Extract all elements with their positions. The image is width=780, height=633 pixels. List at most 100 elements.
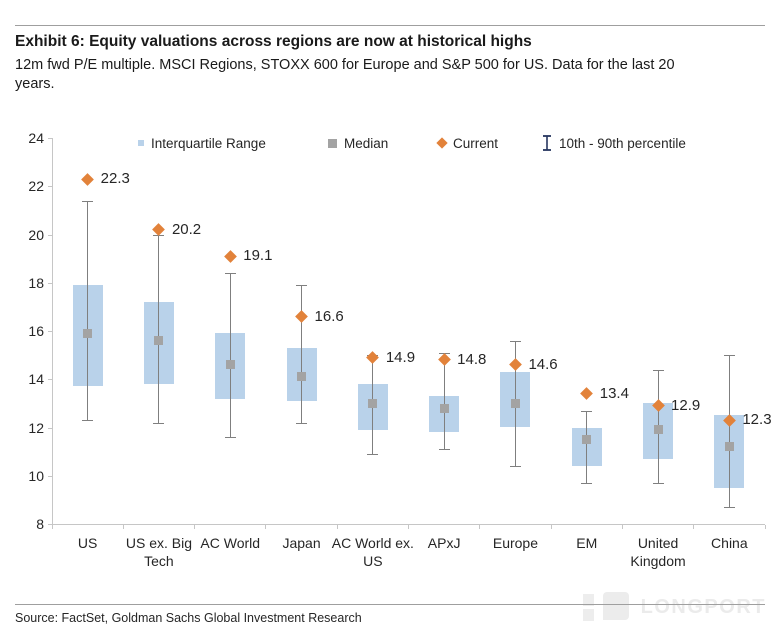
whisker-cap-top [509, 340, 521, 342]
whisker-cap-bottom [509, 466, 521, 468]
y-axis-tick [48, 282, 52, 284]
legend-label-iqr: Interquartile Range [151, 135, 266, 151]
whisker-line [728, 355, 730, 508]
whisker-cap-bottom [224, 437, 236, 439]
y-tick-label: 24 [28, 130, 44, 146]
legend-item-iqr: Interquartile Range [138, 134, 266, 152]
median-marker [297, 372, 307, 382]
current-marker [437, 353, 451, 367]
x-axis-tick [194, 525, 196, 529]
whisker-cap-top [438, 352, 450, 354]
x-category-label: AC World [200, 535, 261, 551]
current-value-label: 14.6 [528, 355, 558, 373]
median-marker [510, 398, 520, 408]
whisker-cap-bottom [652, 482, 664, 484]
x-category-label: China [711, 535, 748, 551]
watermark: LONGPORT [582, 590, 766, 624]
y-tick-label: 12 [28, 419, 44, 436]
current-value-label: 16.6 [314, 307, 344, 325]
current-marker [223, 249, 237, 263]
source-note: Source: FactSet, Goldman Sachs Global In… [15, 611, 362, 625]
legend-label-median: Median [344, 135, 389, 151]
current-value-label: 19.1 [243, 247, 273, 265]
current-marker [81, 172, 95, 186]
chart-title: Exhibit 6: Equity valuations across regi… [15, 33, 532, 50]
watermark-text: LONGPORT [640, 595, 766, 618]
whisker-line [443, 352, 445, 450]
x-category-label: EM [576, 535, 598, 551]
x-axis-tick [764, 525, 766, 529]
y-axis-tick [48, 138, 52, 139]
legend-item-percentile: 10th - 90th percentile [542, 134, 686, 152]
x-category-label: US ex. Big Tech [125, 535, 192, 570]
whisker-line [586, 410, 588, 483]
x-axis-tick [693, 525, 695, 529]
bottom-divider [15, 604, 765, 605]
whisker-cap-bottom [153, 422, 165, 424]
whisker-cap-top [652, 369, 664, 371]
whisker-range-icon [543, 135, 551, 151]
current-value-label: 14.9 [385, 348, 416, 366]
current-value-label: 12.9 [671, 396, 701, 414]
legend-label-current: Current [453, 135, 499, 151]
y-axis-tick [48, 234, 52, 236]
y-axis-tick [48, 475, 52, 477]
whisker-cap-bottom [438, 449, 450, 451]
median-marker [154, 336, 164, 346]
x-category-label: US [77, 535, 98, 551]
x-axis-tick [265, 525, 267, 529]
y-axis-tick [48, 427, 52, 429]
median-marker [724, 442, 734, 452]
y-tick-label: 18 [28, 274, 44, 291]
current-marker [295, 310, 308, 323]
whisker-line [87, 200, 89, 421]
x-category-label: Europe [492, 535, 539, 551]
boxplot-plot-area: 24 22 20 18 16 14 12 10 8 22.3 US 20.2 US ex. Big Te… [28, 130, 771, 569]
x-axis-tick [122, 525, 124, 529]
median-marker [653, 425, 663, 435]
y-tick-label: 20 [28, 226, 44, 243]
x-axis-tick [550, 525, 552, 529]
whisker-cap-bottom [296, 422, 308, 424]
x-category-label: Japan [282, 535, 321, 551]
whisker-cap-bottom [82, 420, 94, 422]
current-value-label: 13.4 [599, 384, 629, 402]
median-marker [225, 360, 235, 370]
y-axis-tick [48, 524, 52, 525]
y-tick-label: 10 [28, 467, 44, 484]
legend-item-current: Current [436, 134, 499, 152]
x-axis-tick [336, 525, 338, 529]
x-axis-tick [408, 525, 409, 529]
current-value-label: 22.3 [100, 170, 130, 187]
current-value-label: 14.8 [457, 350, 487, 368]
y-axis-tick [48, 186, 52, 188]
current-value-label: 20.2 [171, 220, 202, 238]
whisker-cap-bottom [367, 454, 379, 456]
longport-logo-icon [582, 590, 629, 624]
y-tick-label: 22 [28, 178, 44, 195]
whisker-cap-top [82, 200, 94, 202]
median-marker [582, 435, 592, 445]
y-axis-line [52, 138, 53, 525]
iqr-swatch-icon [138, 140, 144, 146]
whisker-cap-top [581, 410, 593, 412]
x-axis-line [52, 524, 765, 525]
y-axis-tick [48, 379, 52, 381]
x-axis-tick [479, 525, 481, 529]
whisker-cap-bottom [581, 482, 593, 484]
x-category-label: United Kingdom [630, 535, 686, 570]
current-marker [366, 351, 380, 364]
current-marker [580, 387, 594, 401]
legend-item-median: Median [328, 134, 388, 152]
x-axis-tick [621, 525, 623, 529]
legend-label-percentile: 10th - 90th percentile [559, 135, 686, 151]
median-marker [368, 398, 378, 408]
x-axis-tick [51, 525, 53, 529]
y-tick-label: 14 [28, 371, 44, 388]
median-marker [83, 328, 93, 338]
whisker-cap-top [224, 273, 236, 275]
whisker-line [229, 273, 231, 438]
x-category-label: APxJ [427, 535, 461, 551]
median-marker [439, 403, 449, 413]
